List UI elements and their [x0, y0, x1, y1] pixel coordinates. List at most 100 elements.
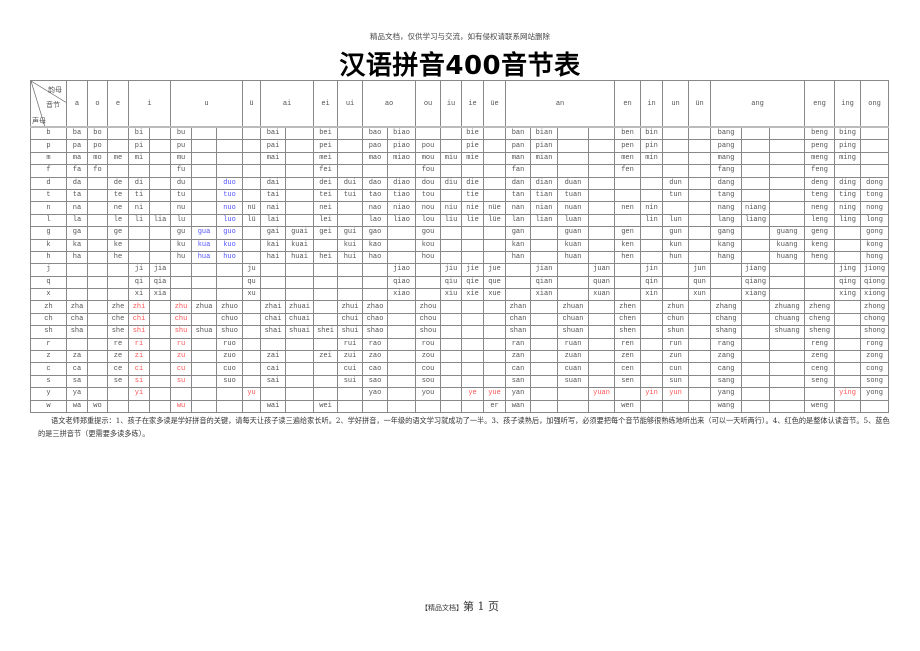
syllable-cell: tian	[530, 188, 559, 203]
syllable-cell: zhuan	[557, 300, 590, 314]
syllable-cell: bai	[260, 126, 287, 141]
empty-cell	[640, 362, 664, 376]
empty-cell	[483, 374, 507, 389]
syllable-cell: diao	[387, 176, 417, 190]
syllable-cell: niu	[440, 201, 463, 215]
empty-cell	[387, 399, 417, 414]
syllable-cell: zan	[505, 350, 532, 364]
empty-cell	[285, 139, 315, 153]
empty-cell	[461, 362, 485, 376]
syllable-cell: can	[505, 362, 532, 376]
syllable-cell: he	[107, 250, 129, 265]
syllable-cell: hun	[662, 250, 690, 265]
empty-cell	[483, 325, 507, 339]
syllable-cell: jiao	[387, 263, 417, 277]
empty-cell	[191, 151, 218, 166]
empty-cell	[107, 387, 129, 401]
empty-cell	[688, 151, 712, 166]
syllable-cell: tao	[362, 188, 389, 203]
syllable-cell: wen	[614, 399, 642, 414]
syllable-cell: xun	[688, 288, 712, 302]
syllable-cell: ben	[614, 126, 642, 141]
syllable-cell: yue	[483, 387, 507, 401]
empty-cell	[285, 151, 315, 166]
empty-cell	[191, 288, 218, 302]
syllable-cell: zen	[614, 350, 642, 364]
initial-cell: x	[30, 288, 67, 302]
empty-cell	[483, 226, 507, 240]
empty-cell	[588, 350, 616, 364]
initial-cell: ch	[30, 312, 67, 327]
syllable-cell: zhao	[362, 300, 389, 314]
syllable-cell: zhen	[614, 300, 642, 314]
syllable-cell: bu	[170, 126, 193, 141]
empty-cell	[688, 226, 712, 240]
syllable-cell: kui	[337, 238, 364, 252]
syllable-cell: hong	[860, 250, 890, 265]
syllable-cell: miu	[440, 151, 463, 166]
empty-cell	[614, 275, 642, 290]
syllable-cell: zhai	[260, 300, 287, 314]
syllable-cell: qiang	[741, 275, 771, 290]
syllable-cell: hao	[362, 250, 389, 265]
syllable-cell: fan	[505, 164, 532, 178]
footer-tag: 【精品文档】	[421, 604, 463, 612]
syllable-cell: biao	[387, 126, 417, 141]
syllable-cell: xu	[242, 288, 262, 302]
empty-cell	[415, 399, 442, 414]
initial-cell: k	[30, 238, 67, 252]
empty-cell	[834, 374, 862, 389]
empty-cell	[148, 250, 172, 265]
syllable-cell: se	[107, 374, 129, 389]
empty-cell	[337, 151, 364, 166]
syllable-cell: piao	[387, 139, 417, 153]
syllable-cell: weng	[804, 399, 836, 414]
syllable-cell: gou	[415, 226, 442, 240]
empty-cell	[148, 139, 172, 153]
table-row: t ta te ti tu tuo tai tei tui tao tiao tou tie tan tia…	[30, 188, 890, 203]
syllable-cell: leng	[804, 213, 836, 228]
empty-cell	[313, 312, 339, 327]
syllable-cell: reng	[804, 337, 836, 352]
syllable-cell: mian	[530, 151, 559, 166]
syllable-cell: cong	[860, 362, 890, 376]
empty-cell	[530, 226, 559, 240]
empty-cell	[557, 164, 590, 178]
syllable-cell: ba	[66, 126, 88, 141]
syllable-cell: mie	[461, 151, 485, 166]
initial-cell: s	[30, 374, 67, 389]
empty-cell	[741, 250, 771, 265]
empty-cell	[87, 288, 108, 302]
syllable-cell: zhun	[662, 300, 690, 314]
syllable-cell: bang	[710, 126, 743, 141]
syllable-cell: fu	[170, 164, 193, 178]
empty-cell	[640, 164, 664, 178]
empty-cell	[362, 288, 389, 302]
empty-cell	[769, 399, 806, 414]
empty-cell	[588, 151, 616, 166]
final-header-17: un	[662, 80, 690, 128]
syllable-cell: ruo	[216, 337, 244, 352]
empty-cell	[285, 263, 315, 277]
empty-cell	[688, 201, 712, 215]
syllable-cell: ju	[242, 263, 262, 277]
empty-cell	[148, 374, 172, 389]
empty-cell	[313, 300, 339, 314]
empty-cell	[242, 226, 262, 240]
empty-cell	[87, 201, 108, 215]
empty-cell	[242, 374, 262, 389]
empty-cell	[804, 387, 836, 401]
syllable-cell: nüe	[483, 201, 507, 215]
table-row: b ba bo bi bu bai bei bao biao bie ban bian ben bin ba…	[30, 126, 890, 141]
empty-cell	[191, 374, 218, 389]
empty-cell	[640, 238, 664, 252]
empty-cell	[313, 238, 339, 252]
empty-cell	[769, 201, 806, 215]
empty-cell	[662, 399, 690, 414]
empty-cell	[588, 201, 616, 215]
syllable-cell: ku	[170, 238, 193, 252]
empty-cell	[107, 164, 129, 178]
empty-cell	[216, 151, 244, 166]
empty-cell	[483, 151, 507, 166]
empty-cell	[440, 188, 463, 203]
